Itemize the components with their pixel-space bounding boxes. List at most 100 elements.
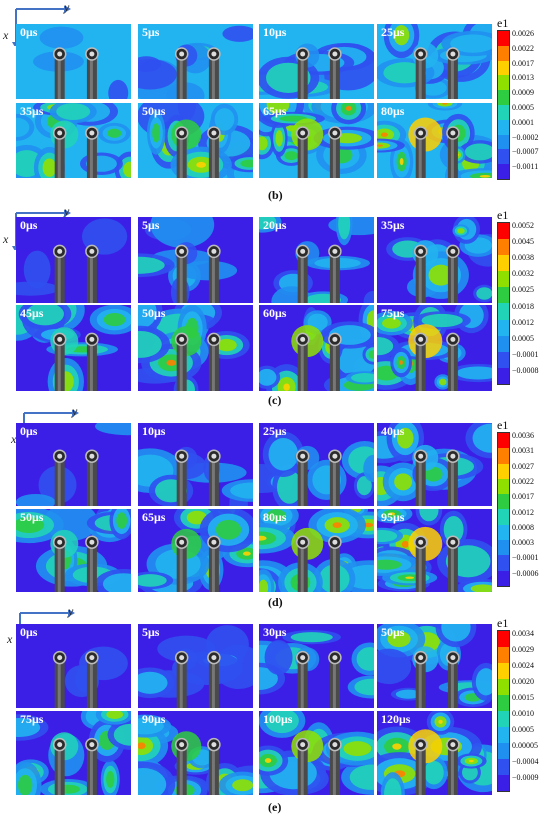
strain-frame: 75μs: [16, 711, 131, 795]
needle-left: [52, 737, 67, 795]
strain-frame: 30μs: [259, 624, 374, 708]
strain-frame: 90μs: [138, 711, 253, 795]
needle-left: [295, 332, 310, 391]
colorbar-tick-label: 0.0027: [512, 461, 534, 471]
strain-frame: 10μs: [138, 423, 253, 506]
needle-left: [413, 47, 428, 99]
needle-left: [52, 126, 67, 178]
strain-frame: 35μs: [16, 103, 131, 178]
colorbar-swatch: [498, 727, 509, 743]
colorbar-swatch: [498, 75, 509, 91]
needle-right: [207, 332, 221, 391]
needle-right: [328, 449, 342, 506]
needle-right: [207, 244, 221, 303]
frame-time-label: 75μs: [20, 712, 44, 726]
colorbar-swatch: [498, 90, 509, 105]
needle-left: [413, 332, 428, 391]
needle-right: [207, 47, 221, 99]
colorbar-tick-label: 0.0009: [512, 88, 534, 98]
colorbar-swatch: [498, 448, 509, 464]
frame-time-label: 10μs: [263, 25, 287, 39]
needle-right: [85, 47, 99, 99]
colorbar-swatch: [498, 494, 509, 510]
strain-frame: 50μs: [16, 509, 131, 592]
colorbar-swatch: [498, 555, 509, 571]
colorbar-swatch: [498, 255, 509, 272]
colorbar-tick-label: 0.0020: [512, 677, 534, 686]
frame-time-label: 0μs: [20, 625, 38, 639]
colorbar-tick-label: −0.0006: [512, 568, 539, 578]
needle-left: [174, 332, 189, 391]
colorbar-tick-label: 0.0022: [512, 43, 534, 53]
needle-right: [328, 332, 342, 391]
colorbar-tick-label: 0.0025: [512, 285, 534, 295]
axis-x-label: x: [3, 28, 9, 42]
strain-frame: 50μs: [138, 305, 253, 391]
colorbar-tick-label: 0.0024: [512, 661, 534, 670]
colorbar-swatch: [498, 463, 509, 479]
colorbar-title: e1: [497, 418, 509, 432]
needle-right: [207, 737, 221, 795]
needle-right: [207, 535, 221, 592]
colorbar-swatch: [498, 631, 509, 647]
strain-frame: 45μs: [16, 305, 131, 391]
colorbar-tick-label: 0.0005: [512, 333, 534, 343]
panel-caption: (e): [268, 800, 282, 814]
colorbar-tick-label: 0.0018: [512, 301, 534, 311]
colorbar-swatch: [498, 743, 509, 759]
strain-frame: 5μs: [138, 624, 253, 708]
colorbar-tick-label: 0.0036: [512, 431, 534, 440]
frame-time-label: 90μs: [142, 712, 166, 726]
colorbar-swatch: [498, 119, 509, 135]
needle-left: [52, 47, 67, 99]
frame-time-label: 50μs: [20, 510, 44, 524]
colorbar-title: e1: [497, 208, 509, 222]
frame-time-label: 5μs: [142, 625, 160, 639]
colorbar-tick-label: 0.00005: [512, 741, 538, 750]
colorbar: [497, 30, 510, 180]
frame-time-label: 60μs: [263, 306, 287, 320]
needle-left: [295, 737, 310, 795]
strain-frame: 0μs: [16, 24, 131, 99]
strain-frame: 35μs: [377, 217, 492, 303]
needle-right: [207, 449, 221, 506]
colorbar: [497, 630, 510, 792]
colorbar-title: e1: [497, 16, 509, 30]
colorbar-swatch: [498, 663, 509, 679]
colorbar-tick-label: −0.0007: [512, 147, 539, 157]
needle-right: [446, 449, 460, 506]
needle-left: [413, 244, 428, 303]
colorbar-tick-label: 0.0038: [512, 253, 534, 263]
strain-frame: 120μs: [377, 711, 492, 795]
needle-left: [174, 47, 189, 99]
needle-right: [446, 244, 460, 303]
panel-caption: (d): [268, 595, 283, 609]
strain-frame: 65μs: [138, 509, 253, 592]
axis-x-label: x: [11, 432, 17, 446]
colorbar-swatch: [498, 695, 509, 711]
colorbar-swatch: [498, 524, 509, 541]
needle-left: [413, 650, 428, 708]
needle-left: [295, 244, 310, 303]
colorbar-swatch: [498, 223, 509, 240]
colorbar-tick-label: −0.0001: [512, 349, 539, 359]
needle-left: [174, 244, 189, 303]
frame-time-label: 30μs: [263, 625, 287, 639]
strain-frame: 10μs: [259, 24, 374, 99]
colorbar-tick-label: −0.0009: [512, 773, 539, 782]
frame-time-label: 80μs: [381, 104, 405, 118]
strain-frame: 50μs: [138, 103, 253, 178]
needle-left: [52, 332, 67, 391]
frame-time-label: 50μs: [381, 625, 405, 639]
colorbar-swatch: [498, 478, 509, 495]
colorbar-tick-label: −0.0008: [512, 365, 539, 375]
needle-right: [85, 126, 99, 178]
strain-frame: 65μs: [259, 103, 374, 178]
colorbar-tick-label: 0.0012: [512, 317, 534, 327]
frame-time-label: 35μs: [20, 104, 44, 118]
colorbar-swatch: [498, 319, 509, 336]
colorbar-swatch: [498, 45, 509, 61]
colorbar-title: e1: [497, 616, 509, 630]
needle-left: [413, 449, 428, 506]
colorbar-swatch: [498, 433, 509, 449]
